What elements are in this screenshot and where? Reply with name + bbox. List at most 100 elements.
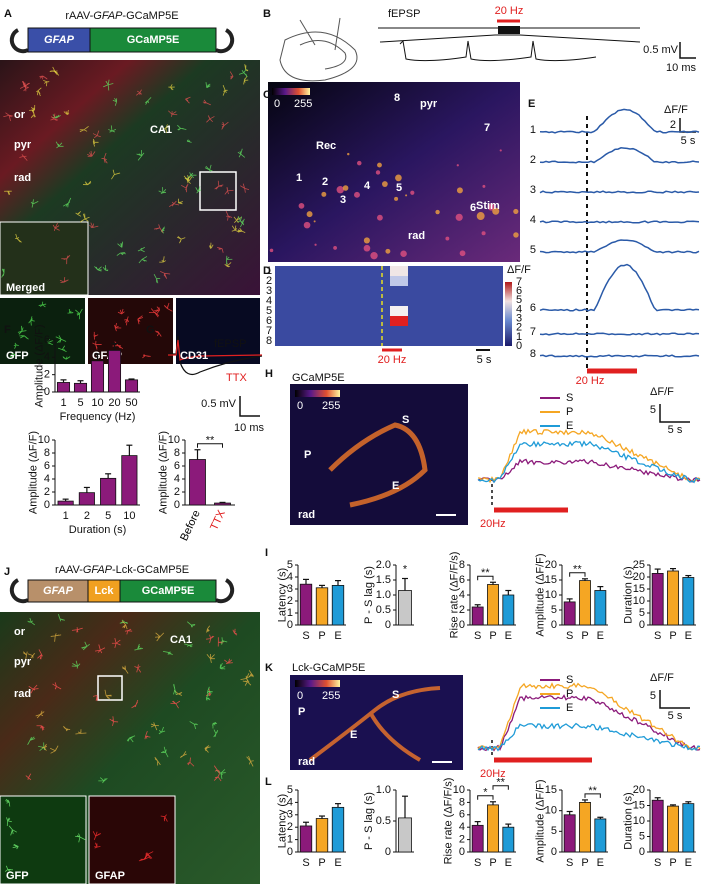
cell [37, 649, 43, 660]
cell [63, 110, 70, 115]
cell [92, 340, 102, 350]
bar [579, 802, 591, 853]
label: 4 [516, 303, 522, 315]
y-tick-label: 2 [287, 821, 293, 833]
inset [0, 221, 89, 296]
cell [111, 638, 121, 648]
cell [177, 124, 187, 131]
x-tick-label: 10 [91, 397, 103, 409]
label: 8 [266, 335, 272, 347]
colorbar [295, 680, 340, 687]
cell [221, 637, 228, 645]
label: GFAP [95, 870, 125, 882]
cell [50, 66, 60, 76]
label: 5 [530, 244, 536, 256]
y-tick-label: 0 [44, 499, 50, 511]
cell [41, 743, 48, 751]
trace [539, 263, 700, 312]
cell [4, 865, 13, 873]
y-tick-label: 6 [459, 809, 465, 821]
bar [331, 806, 345, 853]
cell [8, 825, 17, 836]
cell [160, 814, 168, 822]
y-tick-label: 0 [174, 499, 180, 511]
cell [114, 323, 122, 332]
cell [112, 341, 124, 349]
cell [62, 197, 72, 208]
hotspot [269, 248, 274, 253]
label: 3 [530, 184, 536, 196]
cell [116, 251, 126, 256]
hotspot [385, 248, 391, 254]
cell [82, 180, 92, 186]
bar [471, 606, 484, 626]
cell [204, 745, 211, 753]
cell [225, 210, 233, 221]
cell [242, 679, 252, 686]
y-tick-label: 20 [545, 559, 557, 571]
trace [539, 220, 700, 224]
cell [55, 141, 64, 149]
label: 7 [266, 325, 272, 337]
trace [477, 722, 701, 752]
label: pyr [14, 139, 32, 151]
cell [206, 625, 211, 633]
cell [12, 843, 19, 850]
y-tick-label: 0 [551, 619, 557, 631]
hotspot [321, 191, 327, 197]
cell [173, 683, 177, 696]
y-axis-label: Amplitude (ΔF/F) [535, 779, 547, 862]
significance-bracket [477, 795, 494, 800]
cell [154, 306, 161, 315]
label: GFAP [44, 34, 75, 46]
cell [168, 110, 178, 117]
cell [181, 183, 189, 193]
label: ΔF/F [507, 264, 531, 276]
cell [112, 97, 118, 106]
label: 0 [274, 98, 280, 110]
label: 5 s [681, 135, 696, 147]
bar [90, 360, 105, 393]
label: rad [408, 230, 425, 242]
hotspot [410, 190, 415, 195]
heatmap-cell [390, 316, 408, 326]
label: 255 [322, 400, 340, 412]
cell [206, 115, 215, 123]
bar [121, 455, 138, 506]
x-tick-label: E [597, 630, 604, 642]
x-tick-label: TTX [208, 508, 228, 533]
construct-label: rAAV-GFAP-GCaMP5E [65, 10, 178, 22]
scale-bar [679, 42, 696, 59]
label: GFP [6, 870, 29, 882]
cell [4, 190, 12, 196]
cell [109, 716, 119, 726]
plasmid-arc [9, 578, 29, 604]
label: 5 [650, 690, 656, 702]
hotspot [314, 243, 317, 246]
cell [173, 690, 183, 696]
bar [299, 583, 313, 626]
hotspot [455, 213, 463, 221]
bar [594, 818, 607, 853]
cell [28, 684, 39, 694]
panel-letter: I [265, 547, 268, 559]
label: P [566, 688, 573, 700]
y-tick-label: 6 [44, 460, 50, 472]
label: TTX [226, 372, 247, 384]
cell [186, 172, 197, 180]
x-tick-label: 10 [123, 510, 135, 522]
cell [19, 154, 28, 161]
bar [78, 492, 95, 506]
panel-letter: E [528, 98, 535, 110]
cell [246, 755, 254, 767]
hotspot [492, 207, 500, 215]
bar [651, 573, 664, 626]
cell [121, 620, 128, 630]
heatmap [275, 266, 503, 346]
cell [204, 164, 213, 173]
cell [155, 632, 165, 642]
bar [667, 805, 679, 853]
label: 2 [266, 275, 272, 287]
label: GCaMP5E [127, 34, 180, 46]
y-tick-label: 4 [459, 589, 465, 601]
